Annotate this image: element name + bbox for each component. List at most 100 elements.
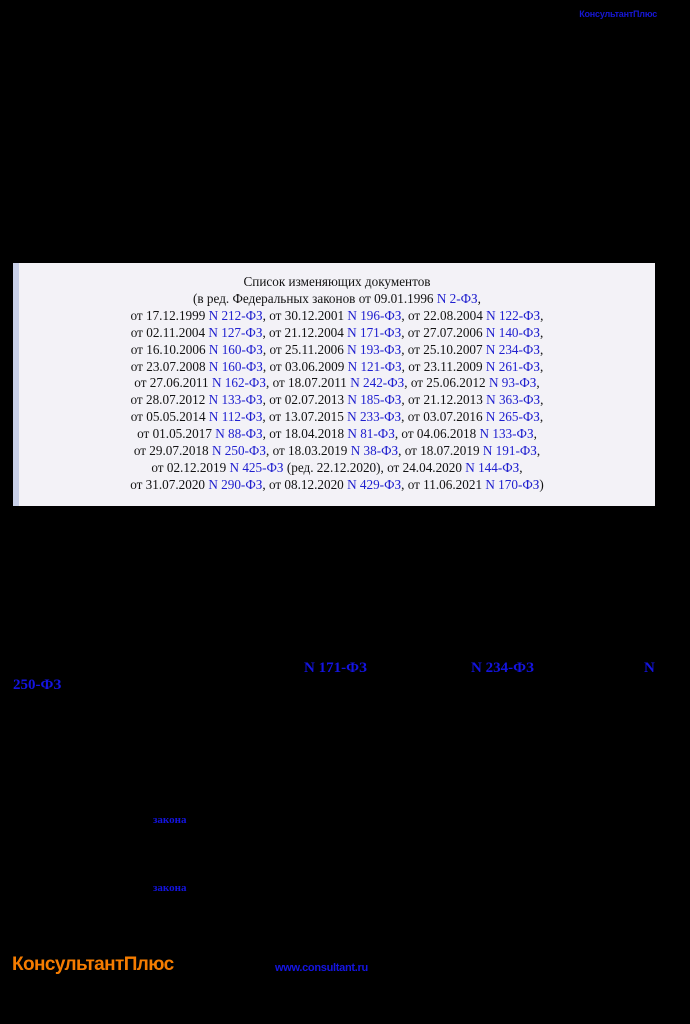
amending-law-link[interactable]: N 363-ФЗ	[486, 392, 541, 408]
amending-law-link[interactable]: N 93-ФЗ	[488, 375, 537, 391]
amending-text-run: от 16.10.2006	[130, 341, 209, 357]
amending-text-run: , от 11.06.2021	[401, 476, 486, 492]
amending-law-link[interactable]: N 191-ФЗ	[482, 443, 537, 459]
amending-law-link[interactable]: N 127-ФЗ	[208, 324, 263, 340]
amending-law-link[interactable]: N 212-ФЗ	[208, 307, 263, 323]
amending-law-link[interactable]: N 140-ФЗ	[485, 324, 540, 340]
amending-text-run: от 27.06.2011	[134, 375, 212, 391]
amending-text-run: , от 25.10.2007	[401, 341, 486, 357]
amending-documents-line: от 01.05.2017 N 88-ФЗ, от 18.04.2018 N 8…	[29, 426, 645, 443]
amending-law-link[interactable]: N 160-ФЗ	[208, 358, 263, 374]
amending-text-run: ,	[540, 307, 544, 323]
link-fragment-n-171-fz[interactable]: N 171-ФЗ	[304, 660, 367, 676]
amending-law-link[interactable]: N 265-ФЗ	[485, 409, 540, 425]
amending-text-run: (в ред. Федеральных законов от 09.01.199…	[193, 290, 437, 306]
amending-text-run: от 17.12.1999	[130, 307, 209, 323]
amending-text-run: ,	[536, 443, 541, 459]
amending-law-link[interactable]: N 185-ФЗ	[347, 392, 402, 408]
amending-law-link[interactable]: N 38-ФЗ	[350, 443, 399, 459]
amending-documents-line: (в ред. Федеральных законов от 09.01.199…	[29, 291, 645, 308]
amending-text-run: , от 25.06.2012	[404, 375, 489, 391]
amending-text-run: (ред. 22.12.2020), от 24.04.2020	[283, 459, 466, 475]
amending-text-run: ,	[536, 375, 540, 391]
amending-text-run: ,	[477, 290, 481, 306]
amending-text-run: от 29.07.2018	[133, 443, 212, 459]
amending-documents-title: Список изменяющих документов	[243, 274, 431, 289]
amending-law-link[interactable]: N 81-ФЗ	[347, 426, 395, 442]
amending-documents-line: от 17.12.1999 N 212-ФЗ, от 30.12.2001 N …	[29, 308, 645, 325]
amending-law-link[interactable]: N 160-ФЗ	[208, 341, 263, 357]
amending-documents-line: от 29.07.2018 N 250-ФЗ, от 18.03.2019 N …	[29, 443, 645, 460]
amending-documents-line: от 16.10.2006 N 160-ФЗ, от 25.11.2006 N …	[29, 342, 645, 359]
amending-text-run: от 05.05.2014	[130, 409, 209, 425]
amending-text-run: , от 21.12.2004	[262, 324, 348, 340]
amending-law-link[interactable]: N 429-ФЗ	[347, 476, 402, 492]
link-word-zakona-first[interactable]: закона	[153, 814, 187, 826]
amending-documents-line: от 27.06.2011 N 162-ФЗ, от 18.07.2011 N …	[29, 375, 645, 392]
amending-text-run: ,	[540, 392, 544, 408]
link-fragment-250-fz[interactable]: 250-ФЗ	[13, 677, 62, 693]
amending-text-run: , от 18.03.2019	[265, 443, 351, 459]
amending-text-run: ,	[519, 459, 523, 475]
amending-law-link[interactable]: N 88-ФЗ	[215, 426, 263, 442]
amending-law-link[interactable]: N 162-ФЗ	[211, 375, 266, 391]
amending-law-link[interactable]: N 121-ФЗ	[347, 358, 402, 374]
footer-url-consultant-ru[interactable]: www.consultant.ru	[275, 962, 368, 974]
amending-text-run: , от 21.12.2013	[401, 392, 487, 408]
amending-law-link[interactable]: N 425-ФЗ	[229, 459, 284, 475]
amending-law-link[interactable]: N 242-ФЗ	[350, 375, 405, 391]
amending-text-run: , от 18.07.2011	[265, 375, 351, 391]
amending-text-run: , от 30.12.2001	[262, 307, 348, 323]
amending-documents-lines: (в ред. Федеральных законов от 09.01.199…	[29, 291, 645, 494]
amending-text-run: , от 03.07.2016	[401, 409, 486, 425]
amending-text-run: от 28.07.2012	[130, 392, 209, 408]
amending-text-run: от 01.05.2017	[137, 426, 216, 442]
amending-documents-line: от 02.11.2004 N 127-ФЗ, от 21.12.2004 N …	[29, 325, 645, 342]
amending-documents-line: от 05.05.2014 N 112-ФЗ, от 13.07.2015 N …	[29, 409, 645, 426]
amending-documents-block: Список изменяющих документов (в ред. Фед…	[13, 263, 655, 506]
amending-text-run: ,	[539, 324, 544, 340]
amending-law-link[interactable]: N 144-ФЗ	[465, 459, 520, 475]
amending-law-link[interactable]: N 261-ФЗ	[485, 358, 540, 374]
amending-law-link[interactable]: N 133-ФЗ	[479, 426, 534, 442]
amending-text-run: от 31.07.2020	[130, 476, 209, 492]
amending-text-run: , от 03.06.2009	[262, 358, 348, 374]
amending-law-link[interactable]: N 112-ФЗ	[208, 409, 263, 425]
amending-law-link[interactable]: N 171-ФЗ	[347, 324, 402, 340]
amending-text-run: , от 04.06.2018	[394, 426, 480, 442]
amending-law-link[interactable]: N 133-ФЗ	[208, 392, 263, 408]
amending-text-run: , от 18.07.2019	[398, 443, 483, 459]
amending-law-link[interactable]: N 196-ФЗ	[347, 307, 402, 323]
amending-text-run: , от 18.04.2018	[262, 426, 348, 442]
amending-text-run: , от 08.12.2020	[262, 476, 348, 492]
footer-logo-consultantplus: КонсультантПлюс	[12, 954, 174, 975]
amending-text-run: , от 23.11.2009	[401, 358, 486, 374]
amending-text-run: , от 02.07.2013	[262, 392, 348, 408]
amending-law-link[interactable]: N 193-ФЗ	[347, 341, 402, 357]
amending-text-run: ,	[539, 358, 544, 374]
amending-law-link[interactable]: N 122-ФЗ	[486, 307, 541, 323]
amending-text-run: )	[539, 476, 544, 492]
link-fragment-n-234-fz[interactable]: N 234-ФЗ	[471, 660, 534, 676]
amending-documents-line: от 02.12.2019 N 425-ФЗ (ред. 22.12.2020)…	[29, 460, 645, 477]
amending-documents-line: от 23.07.2008 N 160-ФЗ, от 03.06.2009 N …	[29, 359, 645, 376]
amending-documents-line: от 31.07.2020 N 290-ФЗ, от 08.12.2020 N …	[29, 477, 645, 494]
amending-text-run: от 02.11.2004	[130, 324, 209, 340]
amending-text-run: , от 25.11.2006	[262, 341, 348, 357]
amending-law-link[interactable]: N 170-ФЗ	[485, 476, 540, 492]
link-word-zakona-second[interactable]: закона	[153, 882, 187, 894]
header-brand-consultantplus: КонсультантПлюс	[579, 9, 657, 19]
amending-documents-line: от 28.07.2012 N 133-ФЗ, от 02.07.2013 N …	[29, 392, 645, 409]
amending-law-link[interactable]: N 250-ФЗ	[211, 443, 266, 459]
amending-text-run: , от 27.07.2006	[401, 324, 486, 340]
amending-text-run: ,	[533, 426, 537, 442]
amending-law-link[interactable]: N 2-ФЗ	[436, 290, 478, 306]
amending-text-run: от 23.07.2008	[130, 358, 209, 374]
amending-text-run: , от 13.07.2015	[262, 409, 348, 425]
link-fragment-n[interactable]: N	[644, 660, 655, 676]
amending-law-link[interactable]: N 234-ФЗ	[485, 341, 540, 357]
amending-law-link[interactable]: N 233-ФЗ	[347, 409, 402, 425]
amending-text-run: ,	[539, 341, 544, 357]
amending-text-run: от 02.12.2019	[151, 459, 230, 475]
amending-law-link[interactable]: N 290-ФЗ	[208, 476, 263, 492]
